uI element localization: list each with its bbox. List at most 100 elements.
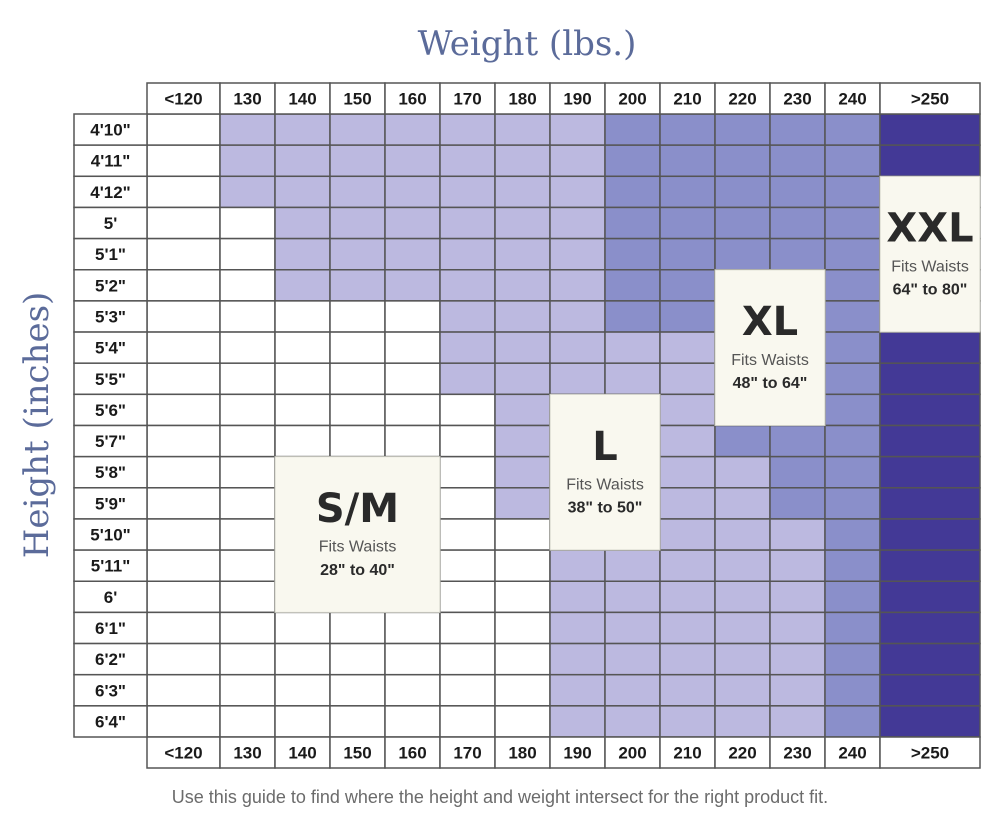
cell-5-4-120 [146,331,221,364]
annotation-waist-range: 38" to 50" [568,500,643,517]
cell-5-3-130 [219,300,276,333]
cell-5-7-160 [384,424,441,458]
cell-5-2-190 [549,269,606,302]
cell-5-4-200 [604,331,661,364]
x-tick-bottom-cell-140 [274,736,331,769]
x-tick-bottom-250: >250 [911,744,949,763]
cell-4-10-120 [146,113,221,146]
cell-4-12-220 [714,175,771,209]
annotation-xl: XL Fits Waists 48" to 64" [714,269,826,426]
cell-4-12-160 [384,175,441,209]
cell-6-3-150 [329,673,386,707]
footer-caption: Use this guide to find where the height … [171,787,829,807]
x-tick-bottom-150: 150 [343,744,371,763]
cell-5-8-130 [219,455,276,489]
cell-5-120 [146,206,221,240]
y-tick-5-3: 5'3" [95,307,126,326]
annotation-fits-label: Fits Waists [731,352,809,369]
y-tick-cell-6 [73,580,148,614]
cell-5-3-140 [274,300,331,333]
cell-6-1-210 [659,611,716,645]
cell-6-4-170 [439,705,496,738]
x-tick-bottom-cell-190 [549,736,606,769]
cell-5-5-170 [439,362,496,396]
x-tick-top-190: 190 [563,90,591,109]
cell-5-4-180 [494,331,551,364]
cell-6-3-170 [439,673,496,707]
x-tick-top-150: 150 [343,90,371,109]
cell-5-9-210 [659,487,716,520]
cell-6-1-120 [146,611,221,645]
annotation-waist-range: 64" to 80" [893,282,968,299]
cell-5-1-230 [769,237,826,271]
cell-6-4-220 [714,705,771,738]
cell-5-10-180 [494,518,551,551]
cell-5-5-250 [879,362,981,396]
cell-5-190 [549,206,606,240]
x-tick-top-cell-200 [604,82,661,115]
x-tick-bottom-cell-200 [604,736,661,769]
cell-6-4-240 [824,705,881,738]
cell-4-11-150 [329,144,386,178]
x-tick-top-cell-210 [659,82,716,115]
x-tick-bottom-180: 180 [508,744,536,763]
annotation-size-label: XL [742,299,798,345]
x-tick-top-240: 240 [838,90,866,109]
cell-5-7-250 [879,424,981,458]
cell-5-7-240 [824,424,881,458]
cell-5-10-130 [219,518,276,551]
x-tick-top-180: 180 [508,90,536,109]
y-tick-4-11: 4'11" [91,152,131,171]
cell-6-4-250 [879,705,981,738]
cell-5-1-200 [604,237,661,271]
y-tick-5-1: 5'1" [95,245,126,264]
x-tick-bottom-170: 170 [453,744,481,763]
cell-6-190 [549,580,606,614]
cell-5-1-140 [274,237,331,271]
cell-5-1-240 [824,237,881,271]
cell-6-4-200 [604,705,661,738]
x-tick-bottom-160: 160 [398,744,426,763]
cell-5-5-160 [384,362,441,396]
cell-5-11-200 [604,549,661,582]
cell-5-160 [384,206,441,240]
x-tick-bottom-cell-120 [146,736,221,769]
cell-5-7-120 [146,424,221,458]
cell-4-12-210 [659,175,716,209]
cell-4-10-140 [274,113,331,146]
cell-5-5-120 [146,362,221,396]
cell-5-140 [274,206,331,240]
cell-5-3-170 [439,300,496,333]
annotation-l: L Fits Waists 38" to 50" [549,393,661,551]
cell-6-1-150 [329,611,386,645]
cell-6-120 [146,580,221,614]
y-tick-6-3: 6'3" [95,681,126,700]
cell-6-1-220 [714,611,771,645]
cell-5-2-120 [146,269,221,302]
cell-6-3-230 [769,673,826,707]
cell-6-3-130 [219,673,276,707]
cell-5-240 [824,206,881,240]
cell-4-12-120 [146,175,221,209]
chart-title: Weight (lbs.) [418,24,637,64]
cell-4-11-140 [274,144,331,178]
cell-4-11-130 [219,144,276,178]
x-tick-top-130: 130 [233,90,261,109]
cell-5-150 [329,206,386,240]
cell-4-11-240 [824,144,881,178]
annotation-fits-label: Fits Waists [566,476,644,493]
cell-6-3-190 [549,673,606,707]
x-tick-top-cell-170 [439,82,496,115]
cell-4-10-230 [769,113,826,146]
cell-6-4-190 [549,705,606,738]
cell-5-8-250 [879,455,981,489]
cell-5-6-180 [494,393,551,427]
cell-6-3-120 [146,673,221,707]
cell-5-7-220 [714,424,771,458]
cell-5-7-140 [274,424,331,458]
cell-6-170 [439,580,496,614]
x-tick-top-cell-180 [494,82,551,115]
y-tick-5-9: 5'9" [95,494,126,513]
y-tick-5-7: 5'7" [95,432,126,451]
cell-6-2-140 [274,642,331,676]
